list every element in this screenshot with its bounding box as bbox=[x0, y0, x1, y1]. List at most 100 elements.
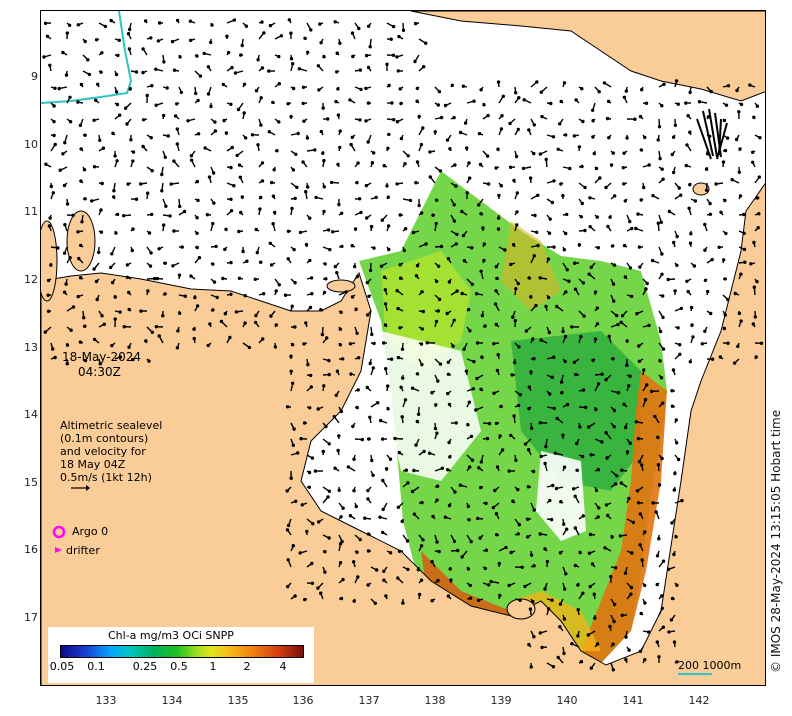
velocity-vector-head bbox=[661, 401, 665, 405]
velocity-vector-head bbox=[230, 145, 235, 150]
velocity-vector-head bbox=[532, 151, 536, 156]
velocity-vector-head bbox=[388, 551, 393, 555]
velocity-vector-head bbox=[464, 369, 469, 373]
velocity-vector-head bbox=[279, 34, 284, 38]
velocity-vector-head bbox=[149, 136, 153, 140]
velocity-vector-head bbox=[717, 245, 721, 250]
velocity-vector-head bbox=[381, 530, 385, 535]
velocity-vector-head bbox=[621, 166, 625, 170]
velocity-vector-head bbox=[499, 404, 503, 409]
velocity-vector-head bbox=[595, 642, 600, 646]
velocity-vector-head bbox=[186, 119, 190, 123]
velocity-vector-head bbox=[496, 216, 501, 220]
velocity-vector-head bbox=[163, 261, 167, 265]
lon-tick: 139 bbox=[490, 694, 512, 707]
velocity-vector-head bbox=[722, 118, 727, 123]
velocity-vector-head bbox=[496, 147, 500, 151]
velocity-vector-head bbox=[563, 587, 567, 591]
velocity-vector-head bbox=[559, 380, 564, 384]
velocity-vector-head bbox=[294, 499, 298, 503]
velocity-vector-head bbox=[393, 436, 397, 441]
velocity-vector-head bbox=[143, 19, 148, 23]
velocity-vector-head bbox=[385, 62, 389, 66]
velocity-vector-head bbox=[125, 122, 129, 126]
velocity-vector-head bbox=[640, 558, 644, 562]
velocity-vector-head bbox=[558, 551, 563, 555]
velocity-vector-head bbox=[160, 189, 164, 193]
velocity-vector-head bbox=[544, 157, 548, 162]
velocity-vector-head bbox=[546, 257, 551, 261]
velocity-vector-head bbox=[197, 256, 202, 260]
velocity-vector-head bbox=[592, 592, 596, 596]
velocity-vector-head bbox=[672, 488, 676, 492]
velocity-vector-head bbox=[565, 402, 570, 407]
velocity-vector-head bbox=[430, 560, 434, 564]
velocity-vector-head bbox=[588, 584, 592, 589]
velocity-vector-head bbox=[455, 232, 459, 237]
velocity-vector-head bbox=[381, 478, 385, 483]
velocity-vector-head bbox=[242, 111, 246, 115]
velocity-vector-head bbox=[366, 65, 371, 70]
velocity-vector-head bbox=[589, 666, 593, 670]
velocity-vector-head bbox=[244, 136, 248, 140]
velocity-vector-head bbox=[324, 424, 328, 429]
velocity-vector-head bbox=[86, 58, 90, 62]
velocity-vector-head bbox=[336, 162, 340, 167]
velocity-vector-head bbox=[670, 521, 674, 525]
scale-bar-label: 200 1000m bbox=[678, 659, 742, 672]
velocity-vector-head bbox=[443, 103, 448, 108]
velocity-vector-head bbox=[131, 357, 135, 362]
velocity-vector-head bbox=[704, 188, 709, 192]
velocity-vector-head bbox=[467, 161, 471, 165]
velocity-vector-head bbox=[527, 406, 531, 411]
velocity-vector-head bbox=[623, 199, 627, 203]
velocity-vector-head bbox=[114, 90, 119, 94]
velocity-vector-head bbox=[656, 138, 660, 142]
velocity-vector-head bbox=[672, 240, 676, 245]
velocity-vector-head bbox=[472, 359, 476, 364]
velocity-vector-head bbox=[435, 431, 439, 435]
velocity-vector-head bbox=[348, 514, 353, 518]
velocity-vector-head bbox=[94, 279, 99, 284]
velocity-vector-head bbox=[578, 425, 582, 429]
velocity-vector-head bbox=[58, 168, 62, 172]
velocity-vector-head bbox=[268, 241, 273, 246]
velocity-vector-head bbox=[587, 551, 592, 555]
velocity-vector-head bbox=[657, 655, 661, 659]
velocity-vector-head bbox=[690, 323, 694, 327]
velocity-vector-head bbox=[655, 554, 660, 558]
velocity-vector-head bbox=[573, 287, 578, 291]
velocity-vector-head bbox=[737, 170, 741, 175]
velocity-vector-head bbox=[259, 195, 263, 200]
velocity-vector-head bbox=[536, 243, 540, 248]
velocity-vector-head bbox=[436, 309, 440, 313]
velocity-vector-head bbox=[144, 339, 148, 343]
velocity-vector-head bbox=[270, 180, 274, 185]
velocity-vector-head bbox=[526, 485, 530, 489]
velocity-vector-head bbox=[245, 259, 249, 263]
velocity-vector-head bbox=[638, 543, 642, 547]
velocity-vector-head bbox=[437, 89, 442, 94]
velocity-vector-head bbox=[303, 36, 307, 40]
velocity-vector-head bbox=[139, 182, 143, 186]
velocity-vector-head bbox=[298, 551, 302, 555]
velocity-vector-head bbox=[65, 202, 70, 206]
velocity-vector-head bbox=[196, 132, 201, 136]
velocity-vector-head bbox=[529, 370, 533, 374]
velocity-vector-head bbox=[525, 517, 530, 521]
velocity-vector-head bbox=[293, 281, 297, 285]
velocity-vector-head bbox=[724, 103, 729, 107]
velocity-vector-head bbox=[273, 210, 277, 215]
velocity-vector-head bbox=[637, 359, 642, 363]
velocity-vector-head bbox=[92, 267, 96, 271]
velocity-vector-head bbox=[477, 131, 482, 136]
velocity-vector-head bbox=[195, 216, 199, 220]
velocity-vector-head bbox=[360, 437, 364, 442]
velocity-vector-head bbox=[456, 548, 460, 553]
velocity-vector-head bbox=[320, 332, 325, 337]
velocity-vector-head bbox=[179, 90, 184, 95]
velocity-vector-head bbox=[42, 55, 46, 59]
velocity-vector-head bbox=[402, 248, 406, 253]
velocity-vector-head bbox=[420, 327, 424, 331]
velocity-vector-head bbox=[417, 114, 421, 119]
